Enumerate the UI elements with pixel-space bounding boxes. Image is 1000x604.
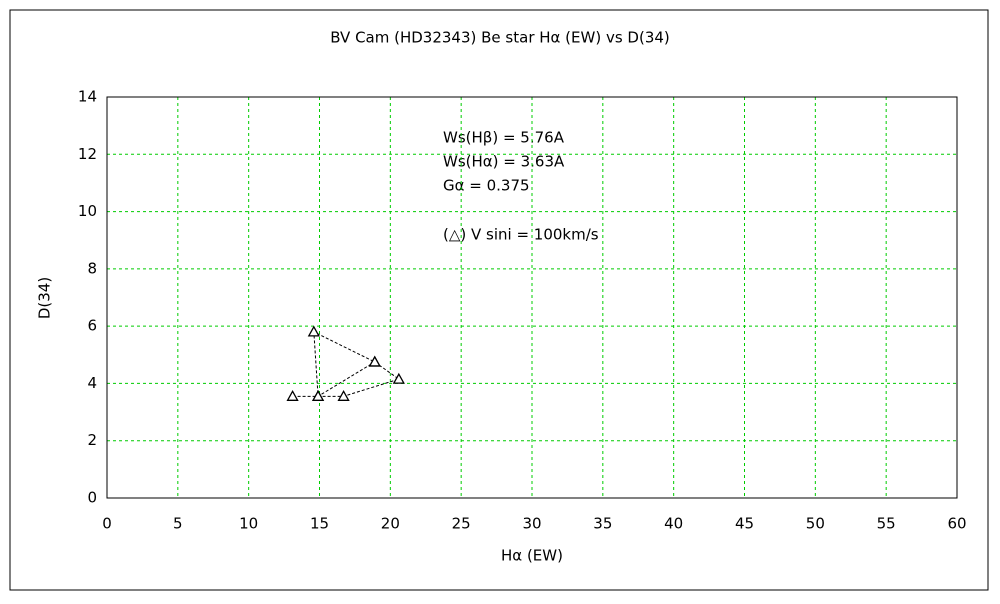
x-tick-label: 15 [310, 515, 329, 533]
x-tick-label: 60 [947, 515, 966, 533]
annotation: (△) V sini = 100km/s [443, 226, 599, 244]
y-tick-label: 14 [78, 88, 97, 106]
annotation: Ws(Hα) = 3.63A [443, 153, 565, 171]
x-tick-label: 50 [806, 515, 825, 533]
annotation: Gα = 0.375 [443, 177, 530, 195]
x-tick-label: 40 [664, 515, 683, 533]
y-tick-label: 8 [87, 259, 97, 277]
point [392, 372, 405, 384]
y-tick-label: 0 [87, 489, 97, 507]
y-tick-label: 2 [87, 431, 97, 449]
y-tick-label: 12 [78, 145, 97, 163]
x-tick-label: 35 [593, 515, 612, 533]
frame [9, 9, 989, 591]
point [368, 355, 381, 367]
point [286, 389, 299, 401]
x-tick-label: 0 [102, 515, 112, 533]
x-tick-label: 5 [173, 515, 183, 533]
point [337, 389, 350, 401]
chart-title: BV Cam (HD32343) Be star Hα (EW) vs D(34… [330, 29, 670, 47]
y-axis-label: D(34) [36, 277, 54, 319]
y-tick-label: 6 [87, 317, 97, 335]
x-tick-label: 25 [452, 515, 471, 533]
x-tick-label: 10 [239, 515, 258, 533]
x-tick-label: 30 [522, 515, 541, 533]
plot-area [106, 96, 958, 499]
x-tick-label: 55 [877, 515, 896, 533]
x-axis-label: Hα (EW) [501, 547, 563, 565]
point [311, 389, 325, 401]
annotation: Ws(Hβ) = 5.76A [443, 129, 565, 147]
series-line [292, 331, 400, 398]
x-tick-label: 20 [381, 515, 400, 533]
y-tick-label: 4 [87, 374, 97, 392]
y-tick-label: 10 [78, 202, 97, 220]
x-tick-label: 45 [735, 515, 754, 533]
point [307, 325, 320, 337]
